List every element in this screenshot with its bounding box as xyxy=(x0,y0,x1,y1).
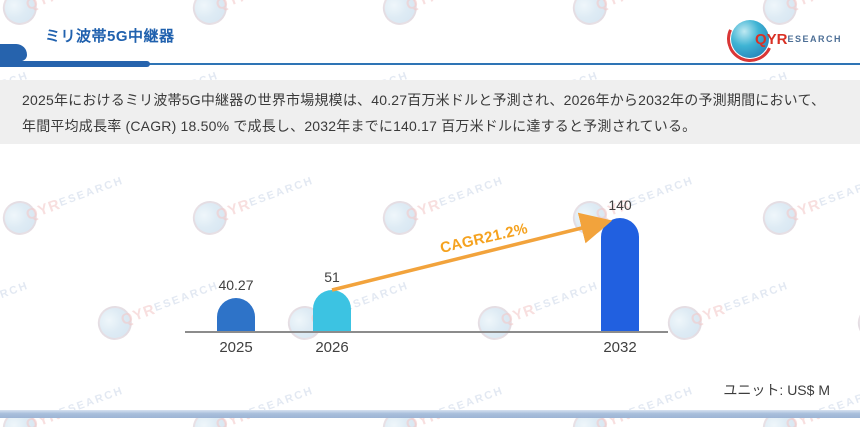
header-rule-thin xyxy=(130,63,860,65)
bar-2026 xyxy=(313,290,351,331)
bar-group-2025: 40.27 2025 xyxy=(217,277,255,356)
category-label-2032: 2032 xyxy=(603,339,637,356)
page-title: ミリ波帯5G中継器 xyxy=(45,28,175,45)
bar-2025 xyxy=(217,298,255,331)
globe-icon xyxy=(720,9,780,69)
qyresearch-logo: QYR ESEARCH xyxy=(720,9,842,69)
value-label-2032: 140 xyxy=(608,197,632,213)
category-label-2025: 2025 xyxy=(219,339,253,356)
value-label-2026: 51 xyxy=(324,269,340,285)
logo-text-qyr: QYR xyxy=(754,30,788,48)
header-accent-tab xyxy=(0,44,27,61)
unit-label: ユニット: US$ M xyxy=(723,382,830,398)
category-label-2026: 2026 xyxy=(315,339,349,356)
summary-band: 2025年におけるミリ波帯5G中継器の世界市場規模は、40.27百万米ドルと予測… xyxy=(0,80,860,144)
cagr-growth-arrow xyxy=(331,212,613,292)
header-rule-thick xyxy=(0,61,150,67)
value-label-2025: 40.27 xyxy=(218,277,254,293)
bottom-divider-band xyxy=(0,410,860,418)
logo-text-research: ESEARCH xyxy=(787,34,842,44)
summary-text: 2025年におけるミリ波帯5G中継器の世界市場規模は、40.27百万米ドルと予測… xyxy=(22,92,826,134)
bar-group-2026: 51 2026 xyxy=(313,269,351,356)
x-axis-line xyxy=(185,331,668,333)
